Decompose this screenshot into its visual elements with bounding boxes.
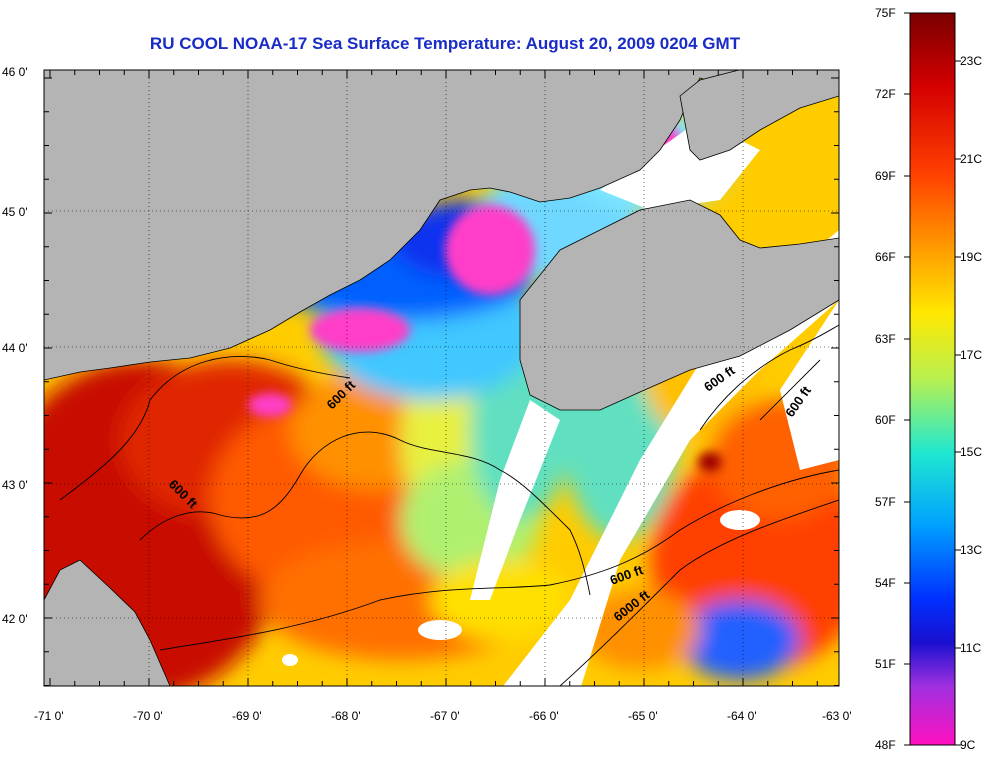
colorbar-ticks <box>904 12 961 746</box>
celsius-label: 23C <box>960 54 982 68</box>
lat-label: 44 0' <box>2 341 28 355</box>
fahrenheit-label: 75F <box>875 6 896 20</box>
fahrenheit-label: 69F <box>875 169 896 183</box>
fahrenheit-label: 66F <box>875 250 896 264</box>
lon-label: -70 0' <box>133 709 163 723</box>
graticule <box>44 70 839 686</box>
celsius-label: 21C <box>960 152 982 166</box>
lon-label: -64 0' <box>727 709 757 723</box>
colorbar-gradient <box>909 12 956 746</box>
axis-ticks <box>44 70 839 686</box>
lat-label: 42 0' <box>2 612 28 626</box>
bathymetry-contours <box>59 324 839 686</box>
lat-label: 45 0' <box>2 205 28 219</box>
colorbar: 75F 72F 69F 66F 63F 60F 57F 54F 51F 48F … <box>875 6 982 752</box>
celsius-label: 15C <box>960 445 982 459</box>
map-frame <box>43 69 840 687</box>
lon-label: -67 0' <box>430 709 460 723</box>
celsius-label: 19C <box>960 250 982 264</box>
lon-label: -63 0' <box>822 709 852 723</box>
land <box>44 70 839 686</box>
celsius-label: 9C <box>960 738 976 752</box>
lon-label: -68 0' <box>331 709 361 723</box>
celsius-label: 17C <box>960 348 982 362</box>
fahrenheit-label: 57F <box>875 495 896 509</box>
celsius-label: 13C <box>960 543 982 557</box>
lon-label: -71 0' <box>34 709 64 723</box>
longitude-labels: -71 0' -70 0' -69 0' -68 0' -67 0' -66 0… <box>34 709 852 723</box>
latitude-labels: 46 0' 45 0' 44 0' 43 0' 42 0' <box>2 65 28 626</box>
fahrenheit-label: 48F <box>875 738 896 752</box>
lon-label: -65 0' <box>628 709 658 723</box>
map-area <box>44 70 839 686</box>
lon-label: -69 0' <box>232 709 262 723</box>
fahrenheit-label: 60F <box>875 413 896 427</box>
map-title: RU COOL NOAA-17 Sea Surface Temperature:… <box>149 34 741 53</box>
fahrenheit-label: 63F <box>875 332 896 346</box>
lon-label: -66 0' <box>529 709 559 723</box>
celsius-label: 11C <box>960 641 981 655</box>
sst-field <box>44 70 839 686</box>
colorbar-celsius-labels: 23C 21C 19C 17C 15C 13C 11C 9C <box>960 54 982 752</box>
fahrenheit-label: 72F <box>875 87 896 101</box>
fahrenheit-label: 51F <box>875 657 896 671</box>
fahrenheit-label: 54F <box>875 576 896 590</box>
colorbar-fahrenheit-labels: 75F 72F 69F 66F 63F 60F 57F 54F 51F 48F <box>875 6 896 752</box>
lat-label: 43 0' <box>2 478 28 492</box>
lat-label: 46 0' <box>2 65 28 79</box>
